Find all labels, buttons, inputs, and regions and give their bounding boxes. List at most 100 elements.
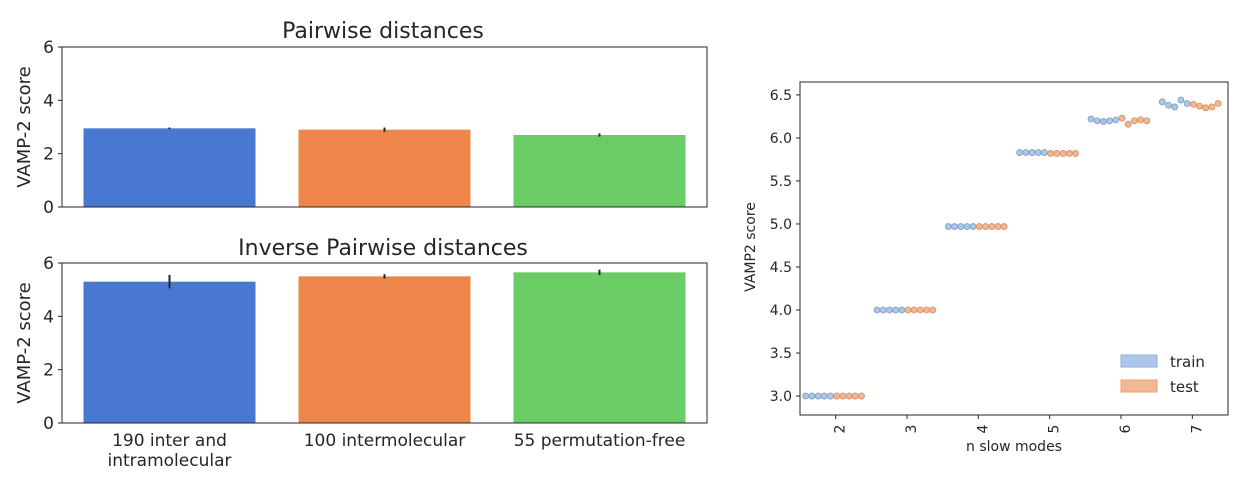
point-train	[963, 223, 971, 230]
point-train	[1028, 149, 1036, 156]
ytick-label: 3.0	[770, 389, 792, 405]
xtick-label-2: 100 intermolecular	[304, 431, 466, 451]
ytick-label: 0	[43, 198, 54, 218]
point-train	[1016, 149, 1024, 156]
chart-bottom-bars	[83, 272, 686, 423]
ytick-label: 4	[43, 91, 54, 111]
xtick-label-1: 190 inter and	[112, 431, 227, 451]
legend-swatch-test	[1120, 379, 1158, 393]
point-train	[1158, 98, 1166, 106]
point-test	[929, 306, 937, 314]
point-test	[833, 392, 841, 400]
chart-top-yticks: 0 2 4 6	[43, 38, 62, 218]
xtick-label-5: 5	[1047, 425, 1063, 434]
chart-right-legend: train test	[1120, 353, 1205, 396]
chart-bottom-frame	[61, 262, 708, 424]
point-train	[814, 392, 822, 400]
bar-3	[513, 135, 686, 207]
chart-bottom-errorbars	[168, 269, 601, 289]
point-test	[1214, 100, 1222, 107]
point-train	[827, 392, 834, 400]
point-test	[1047, 150, 1055, 157]
chart-right-frame	[799, 81, 1229, 416]
point-train	[1100, 118, 1107, 125]
ytick-label: 2	[43, 361, 54, 381]
ytick-label: 5.0	[770, 217, 792, 233]
chart-bottom: Inverse Pairwise distances VAMP-2 score …	[14, 236, 708, 471]
point-test	[994, 223, 1002, 230]
ytick-label: 4.0	[770, 303, 792, 319]
chart-right-yticks: 3.0 3.5 4.0 4.5 5.0 5.5 6.0 6.5	[770, 88, 800, 405]
bar-3	[513, 272, 686, 423]
bar-1	[83, 128, 256, 207]
xtick-label-2: 2	[833, 425, 849, 434]
ytick-label: 4	[43, 307, 54, 327]
point-train	[873, 306, 881, 314]
bar-1	[83, 281, 256, 423]
point-train	[1183, 100, 1191, 107]
ytick-label: 2	[43, 145, 54, 165]
ytick-label: 6.0	[770, 131, 792, 147]
point-test	[1053, 150, 1061, 157]
ytick-label: 6.5	[770, 88, 792, 104]
point-test	[988, 223, 996, 230]
point-test	[851, 392, 859, 400]
point-train	[1041, 149, 1048, 156]
chart-right-ylabel: VAMP2 score	[743, 202, 759, 292]
ytick-label: 6	[43, 38, 54, 58]
point-test	[839, 392, 847, 400]
point-train	[944, 223, 952, 230]
point-test	[845, 392, 853, 400]
point-test	[1189, 100, 1197, 108]
chart-right-xticks: 2 3 4 5 6 7	[833, 415, 1205, 434]
legend-label-train: train	[1170, 353, 1205, 371]
point-train	[879, 306, 887, 314]
point-test	[858, 392, 865, 400]
point-train	[957, 223, 965, 230]
point-test	[904, 306, 912, 314]
point-train	[1165, 101, 1172, 109]
point-train	[1106, 117, 1113, 125]
point-train	[951, 223, 958, 230]
point-test	[1137, 116, 1144, 124]
point-train	[1112, 116, 1120, 124]
point-test	[1065, 150, 1073, 157]
ytick-label: 5.5	[770, 174, 792, 190]
point-test	[910, 306, 918, 314]
xtick-label-1: intramolecular	[108, 451, 232, 471]
chart-top-errorbars	[168, 127, 601, 137]
point-train	[1093, 117, 1101, 125]
point-test	[1072, 150, 1079, 157]
point-test	[1118, 114, 1126, 122]
point-train	[1022, 149, 1030, 156]
point-train	[1171, 103, 1179, 111]
chart-right: VAMP2 score n slow modes 3.0 3.5 4.0 4.5 5.0…	[743, 81, 1229, 455]
chart-right-xlabel: n slow modes	[966, 439, 1062, 455]
ytick-label: 6	[43, 254, 54, 274]
point-test	[1059, 150, 1067, 157]
point-test	[1131, 117, 1138, 125]
xtick-label-6: 6	[1118, 424, 1134, 433]
point-train	[1034, 149, 1042, 156]
point-train	[892, 306, 899, 314]
chart-right-points	[802, 96, 1222, 400]
point-test	[1202, 104, 1210, 112]
xtick-label-4: 4	[975, 424, 991, 433]
chart-bottom-ylabel: VAMP-2 score	[14, 282, 35, 404]
point-train	[1177, 96, 1185, 104]
legend-swatch-train	[1120, 354, 1158, 368]
chart-bottom-yticks: 0 2 4 6	[43, 254, 62, 434]
bar-2	[298, 276, 471, 423]
chart-top-ylabel: VAMP-2 score	[14, 66, 35, 188]
xtick-label-7: 7	[1189, 425, 1205, 434]
point-test	[1000, 223, 1008, 230]
bar-2	[298, 129, 471, 207]
chart-top: Pairwise distances VAMP-2 score 0 2 4 6	[14, 19, 708, 218]
chart-bottom-title: Inverse Pairwise distances	[238, 236, 528, 261]
ytick-label: 0	[43, 414, 54, 434]
chart-top-frame	[61, 46, 708, 208]
point-test	[1124, 120, 1132, 128]
legend-label-test: test	[1170, 378, 1199, 396]
